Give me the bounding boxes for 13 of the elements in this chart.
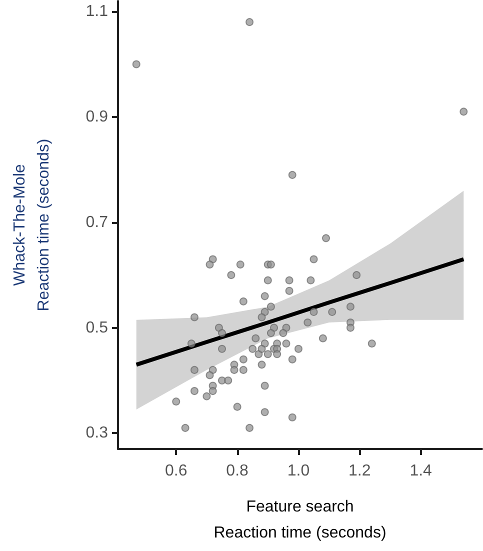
x-tick-label: 0.8 bbox=[226, 462, 249, 480]
line-series bbox=[134, 257, 466, 367]
y-tick-label: 0.3 bbox=[86, 424, 108, 442]
x-tick-label: 1.0 bbox=[287, 462, 310, 480]
x-tick-label: 0.6 bbox=[164, 462, 188, 480]
x-tick-label: 1.4 bbox=[410, 462, 432, 480]
y-tick-label: 0.5 bbox=[86, 319, 108, 336]
x-axis-title: Feature search Reaction time (seconds) bbox=[214, 498, 386, 542]
y-axis-title: Whack-The-Mole Reaction time (seconds) bbox=[12, 138, 52, 312]
x-tick-label: 1.2 bbox=[348, 462, 371, 480]
y-tick-label: 0.9 bbox=[86, 108, 108, 126]
y-tick-label: 1.1 bbox=[86, 3, 108, 20]
y-tick-label: 0.7 bbox=[86, 214, 108, 231]
